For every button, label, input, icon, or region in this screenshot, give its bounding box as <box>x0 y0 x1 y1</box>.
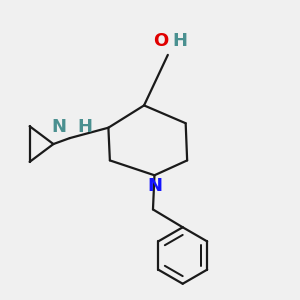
Text: H: H <box>77 118 92 136</box>
Text: N: N <box>147 177 162 195</box>
Text: N: N <box>52 118 67 136</box>
Text: H: H <box>172 32 187 50</box>
Text: O: O <box>153 32 168 50</box>
